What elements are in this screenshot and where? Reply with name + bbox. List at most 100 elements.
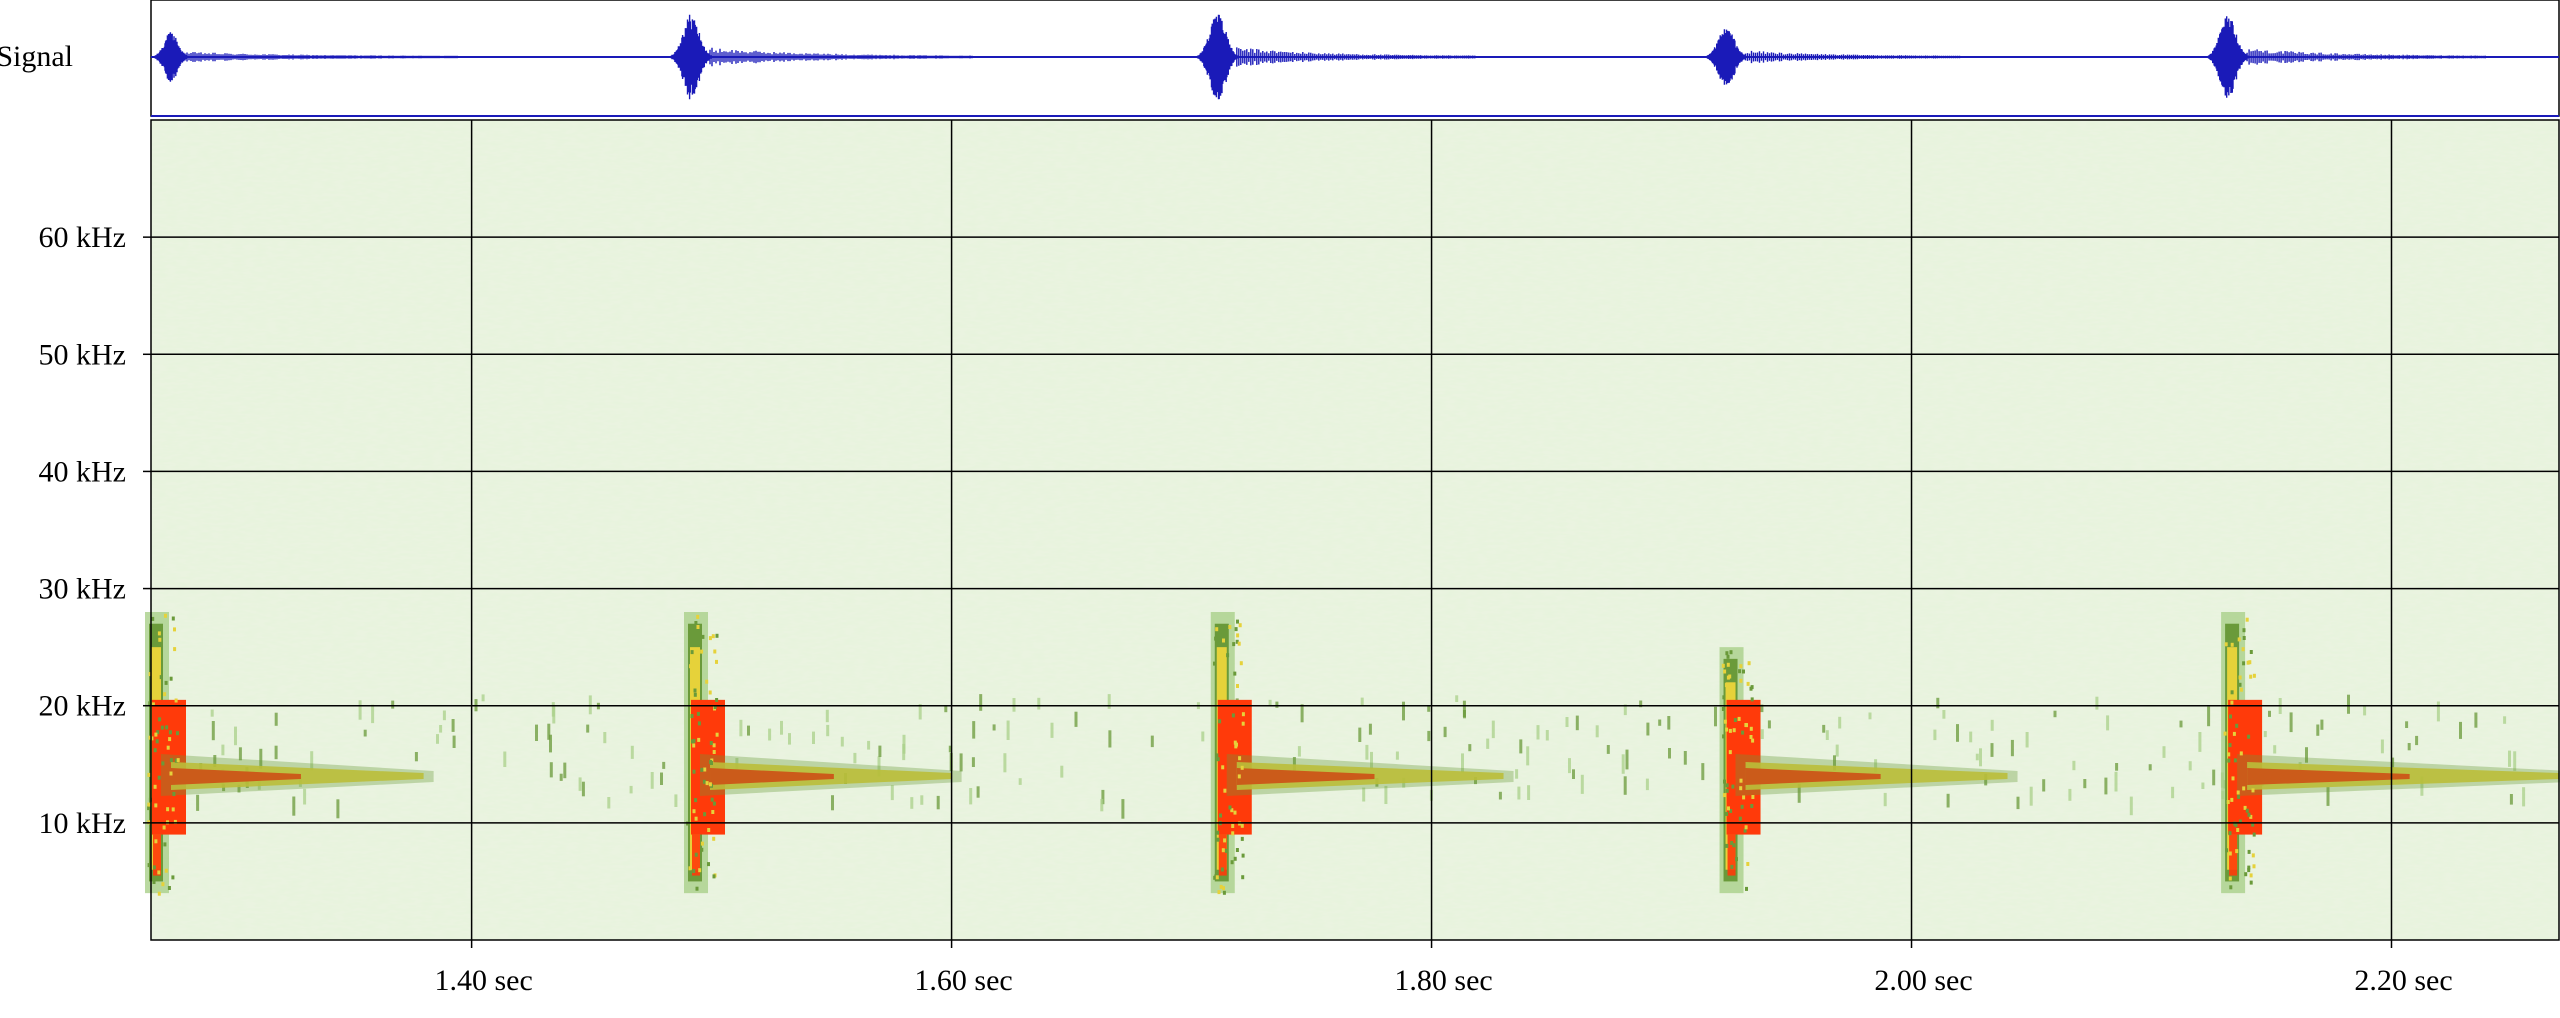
call-speckle <box>1228 625 1232 629</box>
call-speckle <box>2237 637 2241 642</box>
echo-dash <box>196 794 200 811</box>
echo-dash <box>2212 769 2216 786</box>
call-speckle <box>2248 660 2252 665</box>
echo-dash <box>363 729 367 737</box>
echo-dash <box>2509 794 2513 805</box>
call-cf-tail-halo <box>161 754 434 796</box>
call-speckle <box>1223 838 1227 843</box>
call-speckle <box>2235 849 2239 854</box>
echo-dash <box>1969 731 1973 743</box>
call-speckle <box>1241 721 1245 726</box>
call-speckle <box>2228 851 2232 856</box>
echo-dash <box>877 756 881 777</box>
call-speckle <box>1725 843 1729 848</box>
echo-dash <box>1455 695 1459 702</box>
call-speckle <box>1232 642 1236 647</box>
call-speckle <box>152 865 156 870</box>
call-speckle <box>148 735 152 740</box>
call-speckle <box>1234 627 1238 632</box>
call-speckle <box>696 614 700 619</box>
echo-dash <box>1942 710 1946 719</box>
echo-dash <box>902 734 906 754</box>
call-speckle <box>147 863 151 868</box>
call-speckle <box>1240 765 1244 770</box>
call-speckle <box>1725 651 1729 656</box>
call-speckle <box>1721 707 1725 711</box>
echo-dash <box>210 709 214 717</box>
call-speckle <box>1221 765 1225 770</box>
call-speckle <box>169 771 173 776</box>
echo-dash <box>1012 698 1016 712</box>
call-speckle <box>1238 623 1242 628</box>
echo-dash <box>1526 746 1530 766</box>
call-speckle <box>715 698 719 702</box>
echo-dash <box>2380 739 2384 754</box>
call-speckle <box>176 731 179 736</box>
echo-dash <box>972 721 976 739</box>
echo-dash <box>1606 745 1610 754</box>
echo-dash <box>503 751 507 767</box>
call-speckle <box>1221 848 1225 853</box>
call-speckle <box>1725 783 1729 788</box>
echo-dash <box>826 724 830 737</box>
waveform-burst-5 <box>2206 16 2486 98</box>
call-speckle <box>1231 713 1235 718</box>
call-speckle <box>157 775 161 780</box>
call-speckle <box>693 692 697 697</box>
echo-dash <box>439 725 443 733</box>
call-speckle <box>697 721 701 726</box>
echo-dash <box>559 773 563 781</box>
call-lower-sweep <box>1727 834 1736 876</box>
echo-dash <box>1268 699 1272 706</box>
signal-waveform <box>151 14 2559 100</box>
call-cf-tail-high <box>1236 768 1375 785</box>
echo-dash <box>2179 720 2183 728</box>
echo-dash <box>976 786 980 798</box>
call-speckle <box>158 637 162 642</box>
call-speckle <box>161 882 165 887</box>
call-speckle <box>2233 758 2237 763</box>
echo-dash <box>1395 751 1399 760</box>
call-speckle <box>164 680 168 685</box>
echo-dash <box>1825 730 1829 740</box>
x-tick-label: 2.00 sec <box>1874 964 1972 997</box>
echo-dash <box>2316 724 2320 736</box>
call-speckle <box>1725 727 1729 732</box>
call-speckle <box>1237 641 1241 646</box>
echo-dash <box>2201 782 2205 789</box>
call-speckle <box>2246 660 2250 665</box>
echo-dash <box>747 725 750 736</box>
frequency-axis: 10 kHz 20 kHz 30 kHz 40 kHz 50 kHz 60 kHz <box>39 221 151 840</box>
call-speckle <box>176 758 180 763</box>
call-speckle <box>1749 735 1753 739</box>
echo-dash <box>780 720 783 735</box>
echo-dash <box>442 710 446 721</box>
echo-dash <box>549 734 552 753</box>
call-speckle <box>2251 853 2255 858</box>
echo-dash <box>292 796 296 816</box>
echo-dash <box>481 694 485 702</box>
call-speckle <box>1228 805 1232 810</box>
call-lower-sweep <box>1218 834 1227 876</box>
echo-dash <box>274 745 278 760</box>
call-speckle <box>1216 830 1220 835</box>
call-speckle <box>2230 700 2234 705</box>
call-speckle <box>702 779 706 784</box>
call-speckle <box>168 737 172 742</box>
call-speckle <box>157 631 161 636</box>
call-speckle <box>1231 824 1235 828</box>
echo-dash <box>1519 739 1523 754</box>
call-2 <box>684 612 962 894</box>
call-speckle <box>712 743 716 748</box>
call-speckle <box>1738 669 1742 674</box>
call-speckle <box>1747 661 1751 666</box>
call-speckle <box>2236 790 2240 795</box>
call-speckle <box>1737 716 1741 721</box>
call-speckle <box>2229 885 2233 890</box>
time-axis: 1.40 sec 1.60 sec 1.80 sec 2.00 sec 2.20 sec <box>434 940 2453 997</box>
call-speckle <box>1722 793 1726 798</box>
call-speckle <box>2251 788 2255 793</box>
call-speckle <box>1230 860 1234 865</box>
call-speckle <box>151 660 154 665</box>
echo-dash <box>2474 712 2478 728</box>
